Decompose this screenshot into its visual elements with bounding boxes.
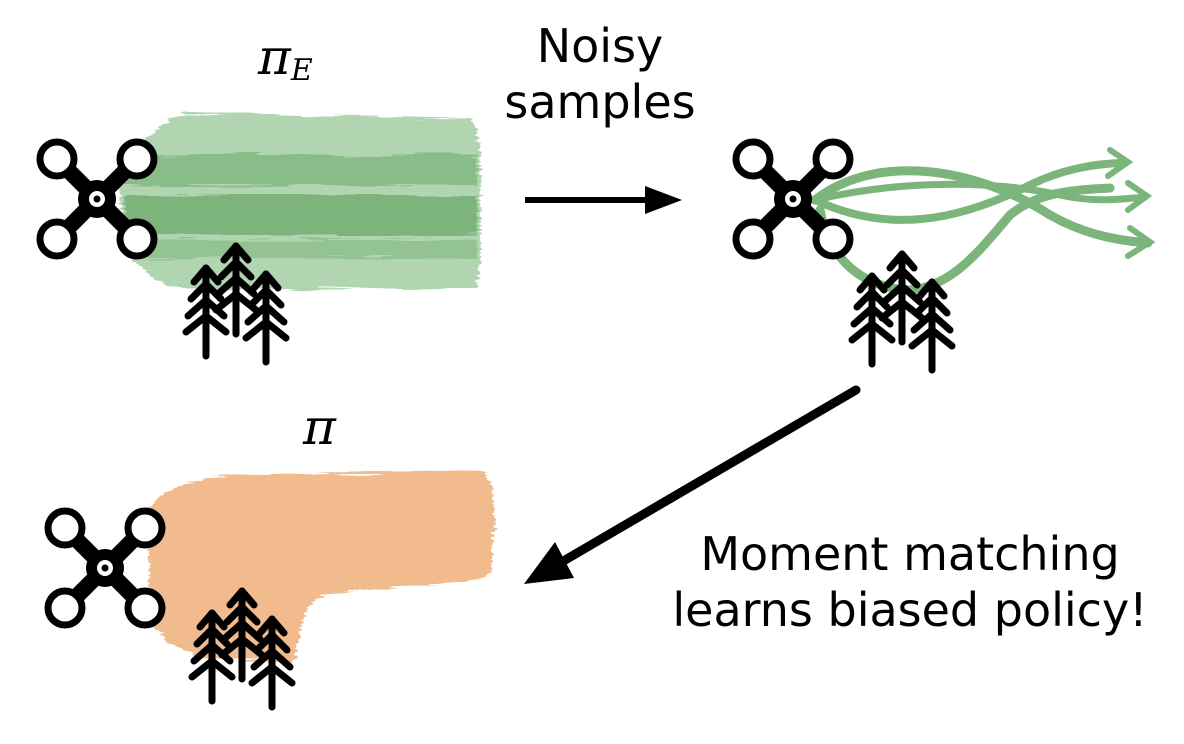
result-line2: learns biased policy! bbox=[672, 583, 1148, 637]
result-label: Moment matching learns biased policy! bbox=[640, 526, 1180, 638]
drone-icon bbox=[48, 511, 162, 625]
learned-policy-band bbox=[148, 470, 495, 660]
expert-policy-subscript: E bbox=[290, 53, 313, 88]
trees-icon bbox=[852, 254, 952, 370]
learned-policy-label: π bbox=[303, 398, 336, 456]
moment-matching-arrow bbox=[524, 385, 861, 584]
expert-policy-label: πE bbox=[258, 28, 313, 88]
noisy-samples-line1: Noisy bbox=[536, 19, 664, 73]
expert-policy-symbol: π bbox=[258, 28, 291, 86]
learned-policy-symbol: π bbox=[303, 398, 336, 456]
noisy-samples-line2: samples bbox=[504, 75, 696, 129]
noisy-samples-label: Noisy samples bbox=[500, 18, 700, 130]
expert-policy-band bbox=[118, 113, 481, 290]
result-line1: Moment matching bbox=[700, 527, 1120, 581]
noisy-samples-arrow bbox=[525, 186, 682, 214]
noisy-trajectories bbox=[810, 147, 1156, 295]
